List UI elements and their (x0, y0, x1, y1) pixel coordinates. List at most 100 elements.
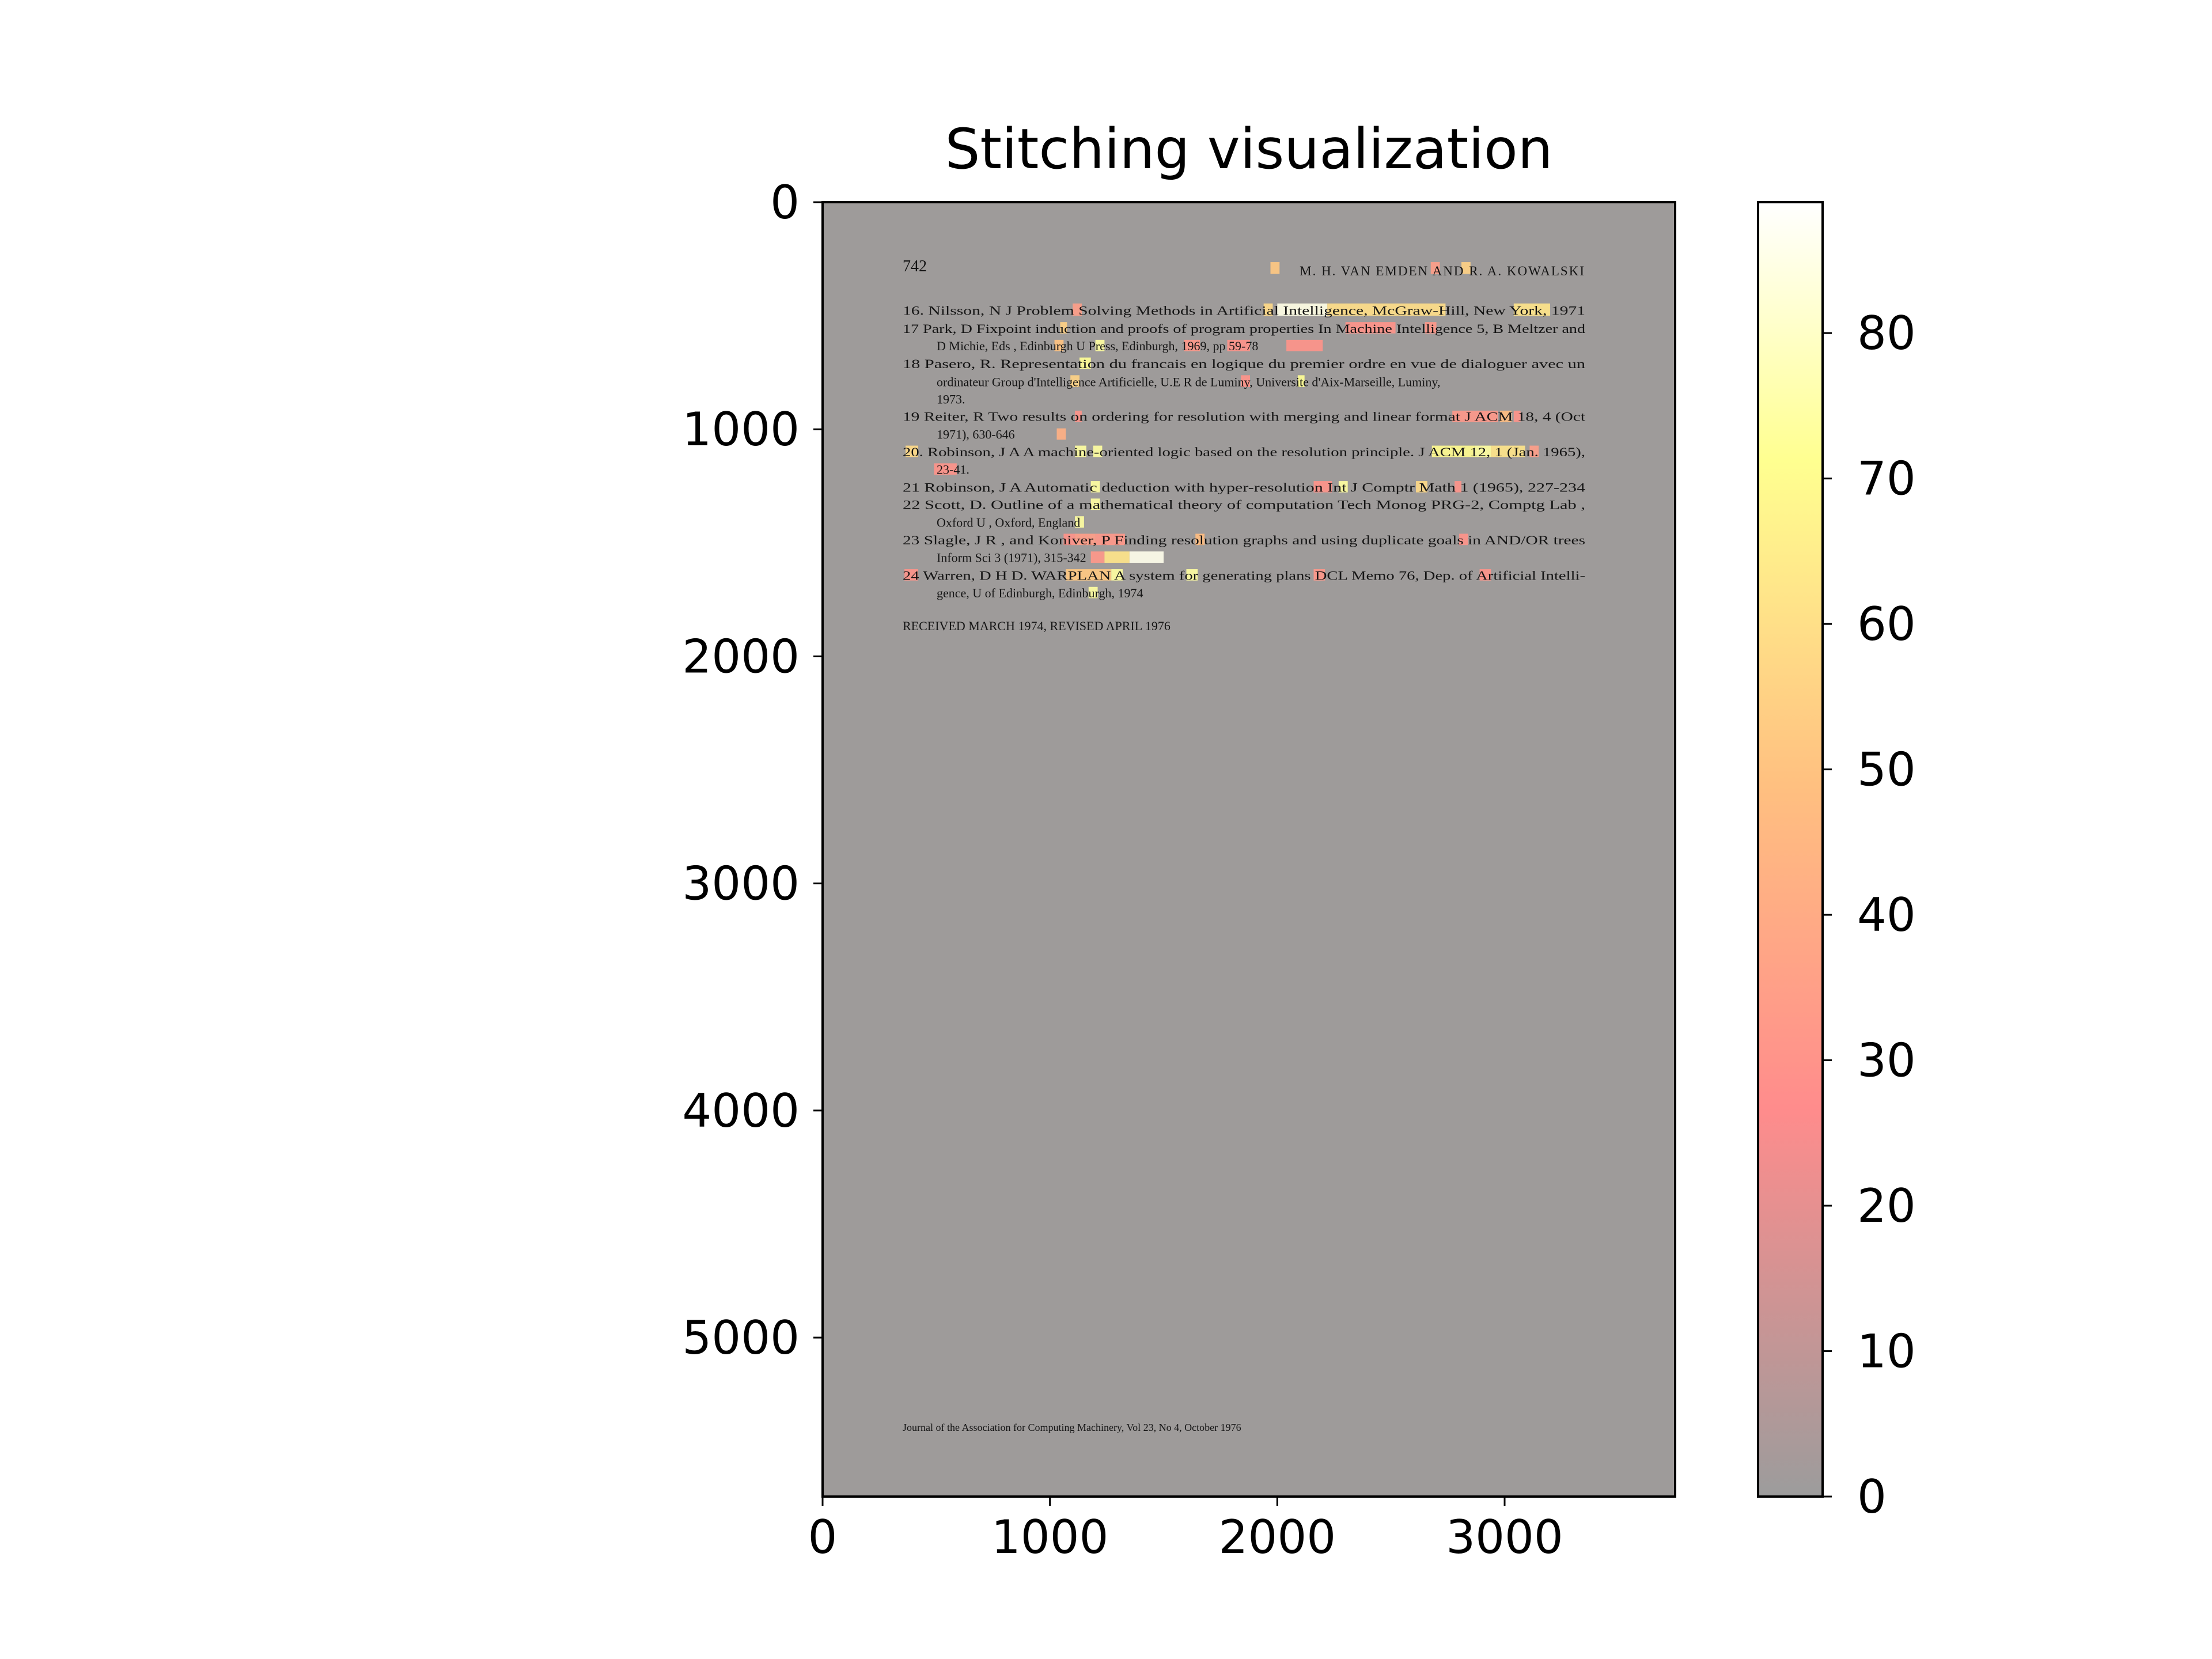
y-tick-label: 5000 (682, 1311, 800, 1365)
heat-region (1054, 339, 1064, 351)
colorbar-tick-label: 50 (1857, 743, 1916, 797)
colorbar-tick-label: 40 (1857, 888, 1916, 942)
heat-region (1090, 498, 1100, 510)
heat-region (1513, 410, 1521, 422)
heat-region (1088, 586, 1098, 599)
heat-region (1063, 533, 1075, 546)
heat-region (1345, 322, 1396, 334)
x-tick-label: 0 (808, 1510, 838, 1564)
doc-line: 24 Warren, D H D. WARPLAN A system for g… (903, 568, 1585, 582)
heat-region (1513, 303, 1550, 316)
heat-region (1079, 357, 1091, 369)
heat-region (1425, 322, 1437, 334)
heat-region (1475, 445, 1491, 457)
x-tick-label: 1000 (991, 1510, 1109, 1564)
doc-line: Inform Sci 3 (1971), 315-342 (937, 551, 1086, 565)
colorbar-tick-label: 70 (1857, 452, 1916, 506)
heat-region (1430, 262, 1440, 274)
overlay-layer (904, 262, 1550, 599)
colorbar-tick-label: 20 (1857, 1179, 1916, 1233)
y-axis: 0 1000 2000 3000 4000 5000 (682, 176, 823, 1365)
doc-lines: 16. Nilsson, N J Problem Solving Methods… (903, 304, 1585, 600)
heat-region (1129, 551, 1164, 563)
heat-region (1070, 375, 1080, 387)
heat-region (1338, 481, 1348, 493)
x-tick-label: 3000 (1446, 1510, 1563, 1564)
heat-region (1060, 322, 1067, 334)
doc-line: 23-41. (937, 463, 969, 477)
heat-region (1455, 481, 1462, 493)
colorbar-tick-label: 0 (1857, 1470, 1887, 1524)
doc-line: 22 Scott, D. Outline of a mathematical t… (903, 498, 1585, 512)
heat-region (1452, 410, 1498, 422)
doc-line: 20. Robinson, J A A machine-oriented log… (903, 445, 1585, 459)
heat-region (1090, 551, 1105, 563)
doc-line: 19 Reiter, R Two results on ordering for… (903, 410, 1585, 424)
heat-region (1186, 569, 1198, 581)
heat-region (1075, 445, 1086, 457)
doc-header-left: 742 (903, 257, 927, 275)
image-background (823, 202, 1675, 1497)
plot-area: 742 M. H. VAN EMDEN AND R. A. KOWALSKI 1… (823, 202, 1675, 1497)
heat-region (1227, 339, 1250, 351)
heat-region (1431, 445, 1475, 457)
x-axis: 0 1000 2000 3000 (808, 1497, 1563, 1564)
plot-frame (821, 201, 1676, 1498)
heat-region (934, 463, 957, 475)
y-tick-label: 2000 (682, 630, 800, 683)
doc-line: 1973. (937, 392, 965, 406)
colorbar-ticks: 0 10 20 30 40 50 60 70 80 (1823, 306, 1916, 1524)
colorbar-tick-label: 30 (1857, 1034, 1916, 1088)
doc-line: 23 Slagle, J R , and Koniver, P Finding … (903, 533, 1585, 547)
heat-region (1270, 262, 1280, 274)
heat-region (1297, 375, 1305, 387)
heat-region (1277, 303, 1328, 316)
heat-region (1327, 303, 1446, 316)
doc-line: gence, U of Edinburgh, Edinburgh, 1974 (937, 586, 1143, 600)
doc-line: 18 Pasero, R. Representation du francais… (903, 357, 1585, 371)
heat-region (1111, 569, 1123, 581)
heat-region (1459, 533, 1468, 546)
heat-region (1195, 533, 1205, 546)
colorbar-tick-label: 80 (1857, 306, 1916, 360)
doc-line: 17 Park, D Fixpoint induction and proofs… (903, 321, 1585, 336)
heat-region (1416, 481, 1427, 493)
chart-title: Stitching visualization (945, 117, 1552, 181)
heat-region (1500, 410, 1512, 422)
doc-line: Oxford U , Oxford, England (937, 515, 1080, 529)
heat-region (1056, 428, 1066, 440)
colorbar-gradient (1758, 202, 1823, 1497)
doc-header-right: M. H. VAN EMDEN AND R. A. KOWALSKI (1300, 264, 1585, 278)
colorbar-tick-label: 10 (1857, 1325, 1916, 1378)
y-tick-label: 0 (770, 176, 800, 229)
heat-region (1313, 481, 1332, 493)
heat-region (1093, 445, 1103, 457)
heat-region (1090, 481, 1100, 493)
heat-region (1095, 339, 1105, 351)
doc-line: 1971), 630-646 (937, 427, 1015, 441)
heat-region (904, 569, 918, 581)
colorbar-tick-label: 60 (1857, 597, 1916, 651)
document-layer: 742 M. H. VAN EMDEN AND R. A. KOWALSKI 1… (903, 257, 1585, 1433)
heat-region (1529, 445, 1539, 457)
heat-region (1184, 339, 1200, 351)
heat-region (1095, 533, 1125, 546)
heat-region (1073, 303, 1082, 316)
doc-line: 16. Nilsson, N J Problem Solving Methods… (903, 304, 1585, 318)
doc-footer: Journal of the Association for Computing… (903, 1422, 1241, 1433)
heat-region (1066, 569, 1112, 581)
heat-region (1461, 262, 1471, 274)
heat-region (906, 445, 918, 457)
heat-region (1104, 551, 1130, 563)
x-tick-label: 2000 (1219, 1510, 1336, 1564)
heat-region (1286, 339, 1323, 351)
heat-region (1313, 569, 1325, 581)
heat-region (1479, 569, 1491, 581)
y-tick-label: 1000 (682, 403, 800, 456)
heat-region (1075, 410, 1082, 422)
heat-region (1491, 445, 1525, 457)
colorbar-frame (1757, 201, 1824, 1498)
doc-line: 21 Robinson, J A Automatic deduction wit… (903, 480, 1585, 494)
colorbar: 0 10 20 30 40 50 60 70 80 (1757, 201, 1916, 1524)
